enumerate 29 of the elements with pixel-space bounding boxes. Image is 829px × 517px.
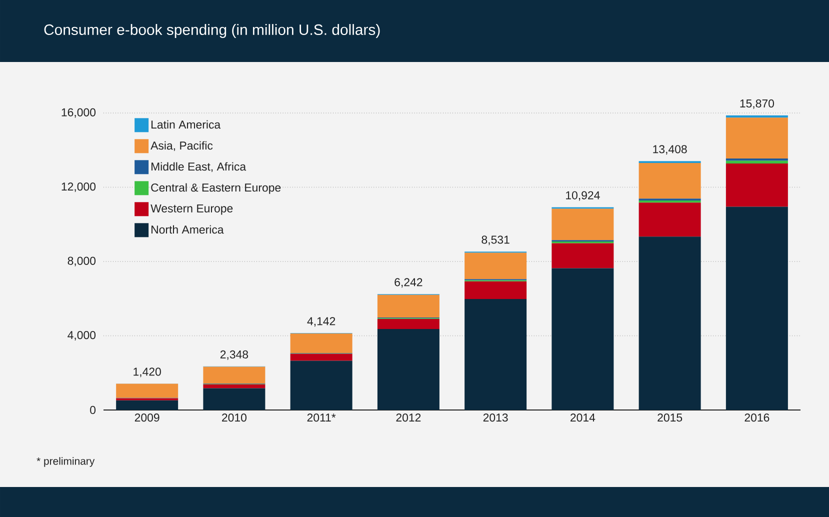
total-label: 2,348 (220, 350, 248, 360)
y-tick-label: 0 (90, 406, 96, 414)
legend-label: Central & Eastern Europe (151, 183, 281, 194)
x-tick-label: 2014 (570, 414, 596, 422)
legend-label: North America (152, 225, 224, 234)
x-tick-label: 2010 (222, 414, 246, 422)
y-tick-label: 16,000 (62, 108, 96, 118)
y-tick-label: 12,000 (62, 182, 96, 192)
text: * preliminary (36, 457, 95, 467)
total-label: 6,242 (394, 278, 422, 288)
legend-label: Asia, Pacific (150, 141, 213, 152)
x-tick-label: 2015 (658, 414, 682, 422)
legend-label: Latin America (152, 120, 221, 129)
y-tick-label: 4,000 (68, 331, 96, 340)
total-label: 10,924 (566, 191, 600, 201)
x-tick-label: 2012 (396, 414, 421, 422)
x-tick-label: 2011* (307, 414, 336, 422)
total-label: 4,142 (307, 317, 336, 327)
legend-label: Middle East, Africa (152, 162, 246, 172)
legend-label: Western Europe (150, 204, 233, 215)
total-label: 1,420 (134, 368, 161, 378)
chart-title: Consumer e-book spending (in million U.S. dollars) (44, 24, 380, 38)
total-label: 15,870 (740, 99, 774, 109)
x-tick-label: 2013 (483, 414, 508, 422)
total-label: 13,408 (653, 145, 687, 155)
total-label: 8,531 (482, 236, 510, 246)
y-tick-label: 8,000 (68, 256, 96, 266)
x-tick-label: 2016 (744, 414, 770, 422)
x-tick-label: 2009 (134, 414, 160, 422)
